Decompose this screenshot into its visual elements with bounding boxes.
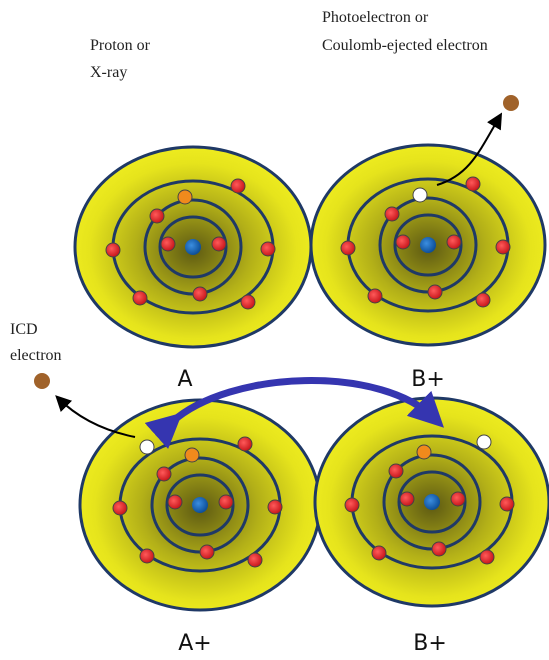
electron [447, 235, 461, 249]
electron [368, 289, 382, 303]
electron [345, 498, 359, 512]
electron [161, 237, 175, 251]
electron [500, 497, 514, 511]
electron [231, 179, 245, 193]
electron [140, 549, 154, 563]
electron [428, 285, 442, 299]
diagram: Proton or X-ray Photoelectron or Coulomb… [0, 0, 549, 660]
electron [396, 235, 410, 249]
source-label: Proton or [90, 37, 151, 54]
electron [261, 242, 275, 256]
electron [480, 550, 494, 564]
electron [133, 291, 147, 305]
electron [193, 287, 207, 301]
electron [451, 492, 465, 506]
icd-label: ICD [10, 321, 38, 338]
electron-orange [178, 190, 192, 204]
atom-label: B+ [413, 631, 447, 656]
vacancy [140, 440, 154, 454]
electron [268, 500, 282, 514]
electron [476, 293, 490, 307]
nucleus [185, 239, 201, 255]
ejected-electron [503, 95, 519, 111]
electron [212, 237, 226, 251]
electron [106, 243, 120, 257]
electron [157, 467, 171, 481]
atom-label: A+ [178, 631, 211, 656]
vacancy [477, 435, 491, 449]
atom-label: B+ [411, 367, 445, 392]
source-label: X-ray [90, 64, 127, 81]
electron [341, 241, 355, 255]
electron [466, 177, 480, 191]
electron-orange [185, 448, 199, 462]
electron [400, 492, 414, 506]
icd-electron [34, 373, 50, 389]
icd-label: electron [10, 347, 62, 364]
electron [385, 207, 399, 221]
ejected-label: Coulomb-ejected electron [322, 37, 488, 54]
electron [389, 464, 403, 478]
nucleus [420, 237, 436, 253]
electron [238, 437, 252, 451]
nucleus [424, 494, 440, 510]
electron [113, 501, 127, 515]
electron [200, 545, 214, 559]
electron [150, 209, 164, 223]
atom-label: A [177, 367, 192, 392]
electron [372, 546, 386, 560]
electron [432, 542, 446, 556]
vacancy [413, 188, 427, 202]
electron [496, 240, 510, 254]
electron [168, 495, 182, 509]
electron [241, 295, 255, 309]
electron [219, 495, 233, 509]
ejected-label: Photoelectron or [322, 9, 429, 26]
nucleus [192, 497, 208, 513]
electron-orange [417, 445, 431, 459]
electron [248, 553, 262, 567]
